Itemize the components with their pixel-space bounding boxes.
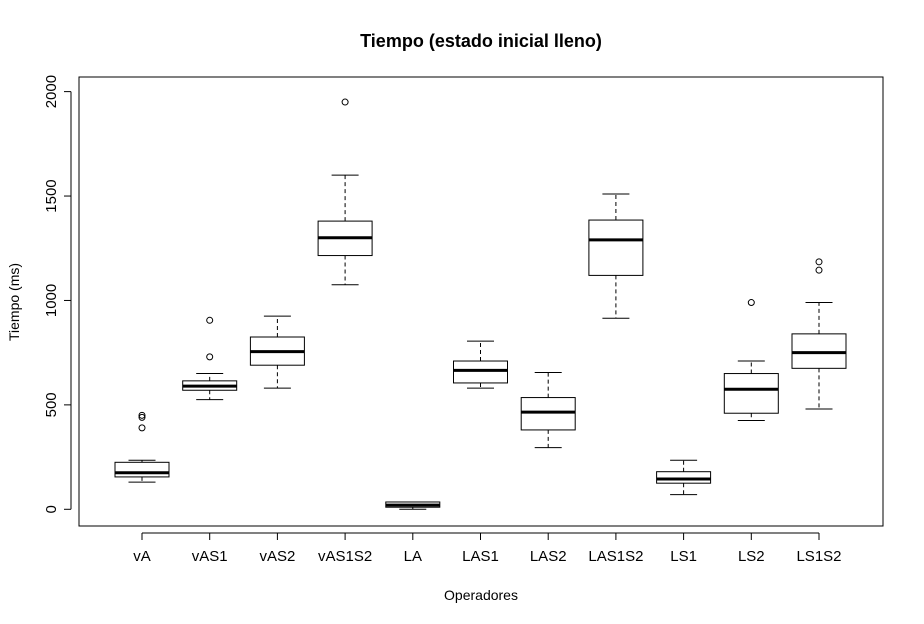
outlier-point xyxy=(815,258,823,266)
outlier-point xyxy=(206,316,214,324)
box-LAS1 xyxy=(453,340,508,389)
outlier-point xyxy=(815,266,823,274)
x-tick-label: LS1 xyxy=(670,548,697,565)
x-tick-label: LAS1S2 xyxy=(588,548,643,565)
outlier-point xyxy=(138,424,146,432)
box-LAS2 xyxy=(520,372,576,449)
box-LS1 xyxy=(656,459,712,496)
y-axis: 0 500 1000 1500 2000 xyxy=(43,75,72,513)
chart-title: Tiempo (estado inicial lleno) xyxy=(360,31,602,51)
iqr-box xyxy=(656,471,712,484)
box-vAS2 xyxy=(249,315,305,389)
iqr-box xyxy=(791,333,847,369)
x-tick-label: LA xyxy=(404,548,422,565)
y-tick-label: 1000 xyxy=(43,284,60,317)
outlier-point xyxy=(341,98,349,106)
iqr-box xyxy=(520,397,576,431)
y-tick-label: 1500 xyxy=(43,179,60,212)
iqr-box xyxy=(723,373,779,414)
x-axis: vA vAS1 vAS2 vAS1S2 LA LAS1 LAS2 LAS1S2 LS1 LS2 LS… xyxy=(133,532,842,565)
x-tick-label: LAS2 xyxy=(530,548,567,565)
outlier-point xyxy=(747,299,755,307)
y-tick-label: 2000 xyxy=(43,75,60,108)
x-tick-label: vA xyxy=(133,548,151,565)
x-tick-label: vAS2 xyxy=(259,548,295,565)
x-tick-label: LAS1 xyxy=(462,548,499,565)
box-LA xyxy=(385,501,441,510)
outlier-point xyxy=(138,411,146,419)
x-axis-label: Operadores xyxy=(444,587,518,603)
boxes-group xyxy=(114,98,847,510)
y-tick-label: 0 xyxy=(43,505,60,513)
iqr-box xyxy=(453,360,508,384)
x-tick-label: vAS1S2 xyxy=(318,548,372,565)
outlier-point xyxy=(138,413,146,421)
box-LS2 xyxy=(723,299,779,422)
box-LS1S2 xyxy=(791,258,847,410)
plot-frame xyxy=(78,76,884,527)
iqr-box xyxy=(588,219,644,276)
y-axis-label: Tiempo (ms) xyxy=(6,263,22,341)
outlier-point xyxy=(206,353,214,361)
box-vA xyxy=(114,411,170,483)
box-vAS1S2 xyxy=(317,98,373,286)
box-vAS1 xyxy=(182,316,238,401)
x-tick-label: LS2 xyxy=(738,548,765,565)
y-tick-label: 500 xyxy=(43,392,60,417)
x-tick-label: vAS1 xyxy=(192,548,228,565)
x-tick-label: LS1S2 xyxy=(796,548,841,565)
box-LAS1S2 xyxy=(588,193,644,319)
iqr-box xyxy=(114,461,170,478)
